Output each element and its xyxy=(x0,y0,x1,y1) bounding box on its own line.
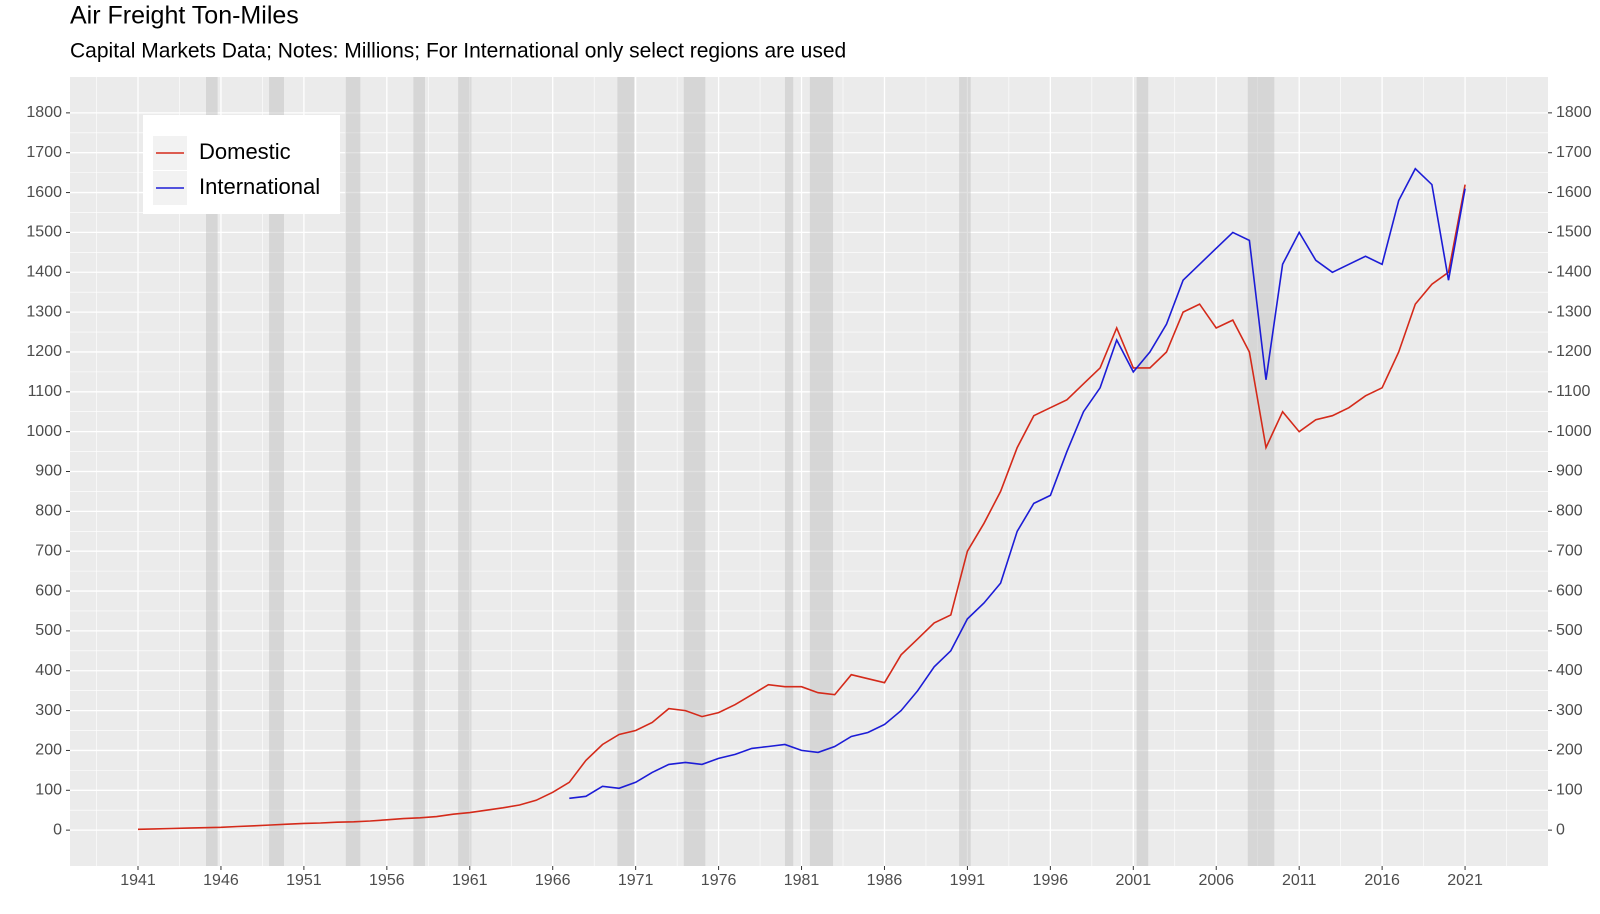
x-tick-label: 1956 xyxy=(369,872,405,889)
recession-band xyxy=(458,77,472,866)
recession-band xyxy=(1247,77,1275,866)
recession-band xyxy=(269,77,284,866)
y-tick-label: 0 xyxy=(53,821,62,838)
y2-tick-label: 200 xyxy=(1556,742,1583,759)
y2-tick-label: 1500 xyxy=(1556,224,1592,241)
y-tick-label: 1600 xyxy=(26,184,62,201)
recession-band xyxy=(413,77,425,866)
recession-band xyxy=(206,77,218,866)
y2-tick-label: 300 xyxy=(1556,702,1583,719)
x-tick-label: 2006 xyxy=(1198,872,1234,889)
y2-tick-label: 1600 xyxy=(1556,184,1592,201)
y-tick-label: 400 xyxy=(35,662,62,679)
y2-tick-label: 800 xyxy=(1556,503,1583,520)
x-tick-label: 1946 xyxy=(203,872,239,889)
y-tick-label: 1400 xyxy=(26,263,62,280)
y2-tick-label: 0 xyxy=(1556,821,1565,838)
y-tick-label: 700 xyxy=(35,542,62,559)
x-tick-label: 2016 xyxy=(1364,872,1400,889)
recession-band xyxy=(345,77,361,866)
series-line xyxy=(569,167,1466,800)
x-tick-label: 1991 xyxy=(950,872,986,889)
y2-tick-label: 700 xyxy=(1556,542,1583,559)
x-tick-label: 1976 xyxy=(701,872,737,889)
legend-label: International xyxy=(199,174,320,199)
y2-tick-label: 1100 xyxy=(1556,383,1591,400)
x-tick-label: 1961 xyxy=(452,872,488,889)
x-tick-label: 2001 xyxy=(1116,872,1152,889)
chart-subtitle: Capital Markets Data; Notes: Millions; F… xyxy=(70,40,846,63)
y2-tick-label: 100 xyxy=(1556,782,1583,799)
y-tick-label: 200 xyxy=(35,742,62,759)
recession-band xyxy=(809,77,834,866)
y-tick-label: 600 xyxy=(35,582,62,599)
x-tick-label: 1941 xyxy=(120,872,156,889)
recession-band xyxy=(959,77,971,866)
recession-band xyxy=(1136,77,1149,866)
y2-tick-label: 1200 xyxy=(1556,343,1592,360)
x-tick-label: 1986 xyxy=(867,872,903,889)
x-tick-label: 1996 xyxy=(1033,872,1069,889)
y-tick-label: 1700 xyxy=(26,144,62,161)
x-tick-label: 1981 xyxy=(784,872,820,889)
y2-tick-label: 1000 xyxy=(1556,423,1592,440)
y2-tick-label: 1400 xyxy=(1556,263,1592,280)
y-tick-label: 1000 xyxy=(26,423,62,440)
y2-tick-label: 400 xyxy=(1556,662,1583,679)
y2-tick-label: 1300 xyxy=(1556,303,1592,320)
y2-tick-label: 1700 xyxy=(1556,144,1592,161)
x-tick-label: 1966 xyxy=(535,872,571,889)
y-tick-label: 1300 xyxy=(26,303,62,320)
recession-band xyxy=(784,77,794,866)
y-tick-label: 900 xyxy=(35,463,62,480)
x-tick-label: 1971 xyxy=(618,872,654,889)
legend-label: Domestic xyxy=(199,139,291,164)
y2-tick-label: 500 xyxy=(1556,622,1583,639)
y2-tick-label: 1800 xyxy=(1556,104,1592,121)
x-tick-label: 2011 xyxy=(1282,872,1317,889)
y-tick-label: 1100 xyxy=(28,383,63,400)
y-tick-label: 800 xyxy=(35,503,62,520)
y2-tick-label: 900 xyxy=(1556,463,1583,480)
y-tick-label: 300 xyxy=(35,702,62,719)
x-tick-label: 1951 xyxy=(286,872,322,889)
y-tick-label: 1500 xyxy=(26,224,62,241)
recession-band xyxy=(617,77,634,866)
y-tick-label: 1200 xyxy=(26,343,62,360)
chart-title: Air Freight Ton-Miles xyxy=(70,2,299,30)
series-line xyxy=(137,184,1466,831)
y-tick-label: 100 xyxy=(35,782,62,799)
x-tick-label: 2021 xyxy=(1447,872,1483,889)
y2-tick-label: 600 xyxy=(1556,582,1583,599)
y-tick-label: 500 xyxy=(35,622,62,639)
y-tick-label: 1800 xyxy=(26,104,62,121)
recession-band xyxy=(683,77,706,866)
